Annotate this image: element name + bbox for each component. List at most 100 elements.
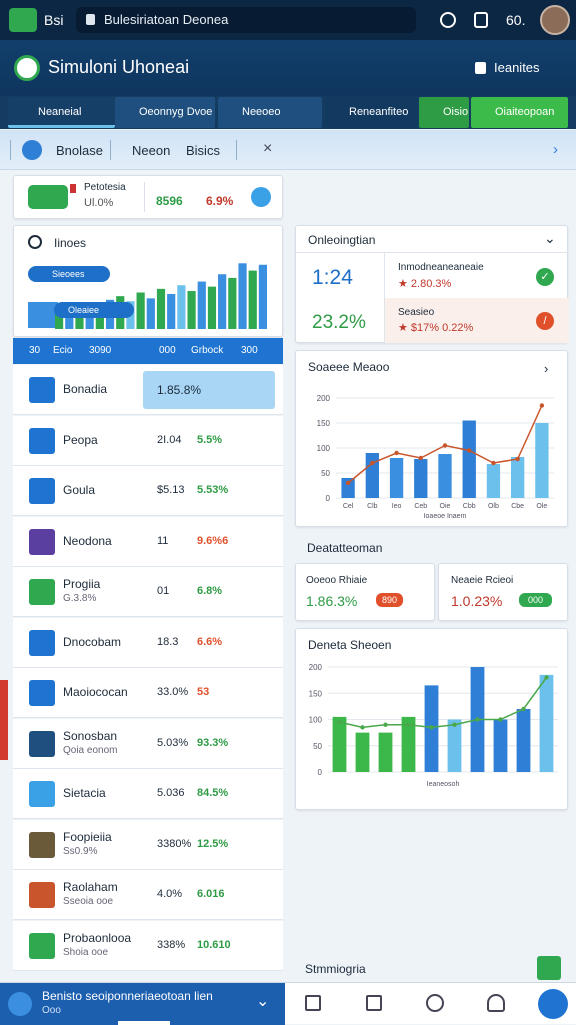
filter[interactable]: Bnolase — [56, 143, 103, 158]
chart-card: › Soaeee Meaoo 0 50 100 150 200 Cel Clb Ieo Ceb Oi… — [295, 350, 568, 527]
footer-button[interactable] — [537, 956, 561, 980]
tab[interactable]: Reneanfiteo — [325, 97, 417, 128]
y-tick-label: 0 — [326, 494, 331, 503]
line-point — [515, 456, 520, 462]
browser-bar: Bsi Bulesiriatoan Deonea 60. — [0, 0, 576, 40]
line-point — [521, 706, 526, 712]
line-point — [475, 717, 480, 722]
side-tab[interactable] — [0, 680, 8, 760]
app-title: Simuloni Uhoneai — [48, 57, 190, 77]
tab[interactable]: Neeoeo — [218, 97, 322, 128]
bar — [535, 423, 549, 498]
y-tick-label: 50 — [321, 469, 330, 478]
y-tick-label: 200 — [317, 394, 331, 403]
bar — [228, 277, 237, 329]
row-sub: Shoia ooe — [63, 946, 109, 958]
row-value: 338% — [157, 938, 186, 951]
row-change: 6.8% — [197, 585, 223, 597]
y-tick-label: 150 — [317, 419, 331, 428]
row-change: 6.6% — [197, 635, 223, 648]
list-row[interactable]: Goula $5.13 5.53% — [13, 466, 283, 516]
line — [339, 677, 548, 729]
chevron[interactable]: ⌄ — [544, 230, 556, 246]
summary-sub: Ul.0% — [84, 197, 114, 209]
nav-icon[interactable] — [366, 995, 382, 1011]
list-row[interactable]: Probaonlooa Shoia ooe 338% 10.610 — [13, 920, 283, 971]
close-icon[interactable]: × — [263, 140, 273, 157]
row-icon — [29, 478, 55, 504]
chart-card: Deneta Sheoen 0 50 100 150 200 Ieaneosoh — [295, 628, 568, 810]
row-change: 6.016 — [197, 888, 225, 900]
list-row[interactable]: Foopieiia Ss0.9% 3380% 12.5% — [13, 819, 283, 870]
refresh-icon[interactable] — [440, 12, 456, 28]
tab[interactable]: Oeonnyg Dvoe — [115, 97, 215, 128]
row-name: Peopa — [63, 432, 98, 447]
column-label: Grbock — [191, 345, 224, 356]
stat-card: Ooeoo Rhiaie 1.86.3% 890 — [295, 563, 435, 621]
stat-label: Ooeoo Rhiaie — [306, 575, 368, 586]
filter[interactable]: Bisics — [186, 143, 220, 158]
chart-title: Soaeee Meaoo — [308, 360, 390, 374]
list-row[interactable]: Bonadia 1.85.8% — [13, 365, 283, 415]
zoom-label: 60. — [506, 12, 526, 28]
panel-title: Iinoes — [54, 236, 87, 250]
next-icon[interactable]: › — [544, 361, 549, 376]
logo — [14, 55, 40, 81]
share-icon[interactable] — [474, 12, 488, 28]
summary-check[interactable] — [251, 187, 271, 207]
header-action[interactable]: Ieanites — [494, 60, 540, 75]
row-value: 18.3 — [157, 635, 179, 648]
tab[interactable]: Neaneial — [8, 97, 115, 128]
x-tick-label: Cel — [343, 503, 354, 510]
menu-button[interactable] — [9, 8, 37, 32]
summary-icon — [28, 185, 68, 209]
bar — [65, 307, 74, 329]
chevron[interactable]: ⌄ — [256, 993, 270, 1010]
stat-value: 1.0.23% — [451, 593, 503, 609]
row-name: Sonosban — [63, 728, 118, 743]
url-bar[interactable]: Bulesiriatoan Deonea — [76, 7, 416, 33]
lock-icon — [86, 14, 95, 25]
nav-fab[interactable] — [538, 989, 568, 1019]
tab[interactable]: Oiaiteopoan — [471, 97, 568, 128]
x-tick-label: Cbe — [511, 503, 524, 510]
nav-icon[interactable] — [426, 994, 444, 1012]
filter-icon — [22, 140, 42, 160]
overview-big: 23.2% — [312, 312, 366, 333]
list-row[interactable]: Peopa 2I.04 5.5% — [13, 415, 283, 466]
next-icon[interactable]: › — [553, 141, 558, 158]
list-row[interactable]: Raolaham Sseoia ooe 4.0% 6.016 — [13, 870, 283, 920]
tab-bar: Neaneial Oeonnyg Dvoe Neeoeo Reneanfiteo Ois… — [0, 96, 576, 129]
x-tick-label: Ceb — [414, 503, 427, 510]
avatar[interactable] — [540, 5, 570, 35]
tab[interactable]: Oisio — [419, 97, 469, 128]
y-tick-label: 200 — [309, 663, 323, 672]
column-label: 30 — [29, 345, 41, 356]
check[interactable]: ✓ — [536, 268, 554, 286]
nav-icon[interactable] — [305, 995, 321, 1011]
x-tick-label: Cbb — [463, 503, 476, 510]
bar — [156, 288, 166, 329]
close-badge[interactable]: / — [536, 312, 554, 330]
list-row[interactable]: Sietacia 5.036 84.5% — [13, 769, 283, 819]
line-point — [406, 722, 411, 727]
line-point — [442, 443, 448, 448]
filter[interactable]: Neeon — [132, 143, 171, 158]
list-row[interactable]: Neodona 11 9.6%6 — [13, 516, 283, 567]
bar — [341, 478, 355, 498]
row-change: 9.6%6 — [197, 534, 229, 547]
list-row[interactable]: Maoiococan 33.0% 53 — [13, 668, 283, 718]
header: Simuloni Uhoneai Ieanites — [0, 40, 576, 96]
bottom-panel[interactable]: Benisto seoiponneriaeotoan lien Ooo ⌄ — [0, 983, 285, 1025]
line-point — [467, 448, 472, 453]
tab-label: Bsi — [44, 12, 64, 28]
panel-badge[interactable]: Sieoees — [28, 266, 110, 282]
panel-badge[interactable]: Oleaiee — [54, 302, 134, 318]
list-row[interactable]: Sonosban Qoia eonom 5.03% 93.3% — [13, 718, 283, 769]
nav-icon[interactable] — [487, 994, 505, 1012]
list-row[interactable]: Progiia G.3.8% 01 6.8% — [13, 567, 283, 617]
bar — [486, 464, 501, 498]
list-row[interactable]: Dnocobam 18.3 6.6% — [13, 617, 283, 668]
chart: Soaeee Meaoo 0 50 100 150 200 Cel Clb Ieo Ceb Oie C… — [308, 360, 554, 520]
bar — [207, 286, 217, 329]
